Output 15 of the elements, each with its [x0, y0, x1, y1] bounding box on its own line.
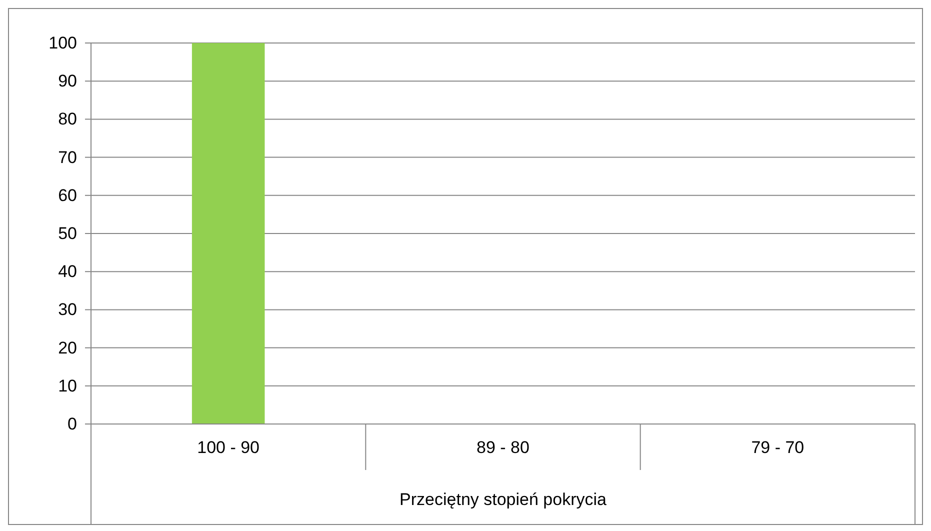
x-tick-label: 89 - 80 — [476, 438, 530, 457]
y-tick-label: 30 — [58, 300, 77, 320]
y-tick-label: 0 — [68, 414, 77, 434]
y-tick-label: 10 — [58, 376, 77, 396]
y-tick-label: 40 — [58, 262, 77, 282]
y-tick-label: 90 — [58, 72, 77, 91]
y-tick-label: 50 — [58, 224, 77, 243]
y-tick-label: 80 — [58, 110, 77, 129]
x-tick-label: 79 - 70 — [751, 438, 804, 457]
x-axis-title: Przeciętny stopień pokrycia — [400, 490, 608, 509]
y-tick-label: 20 — [58, 338, 77, 358]
y-tick-label: 70 — [58, 148, 77, 167]
x-tick-label: 100 - 90 — [197, 438, 260, 457]
y-tick-label: 60 — [58, 186, 77, 205]
y-tick-label: 100 — [48, 33, 77, 52]
